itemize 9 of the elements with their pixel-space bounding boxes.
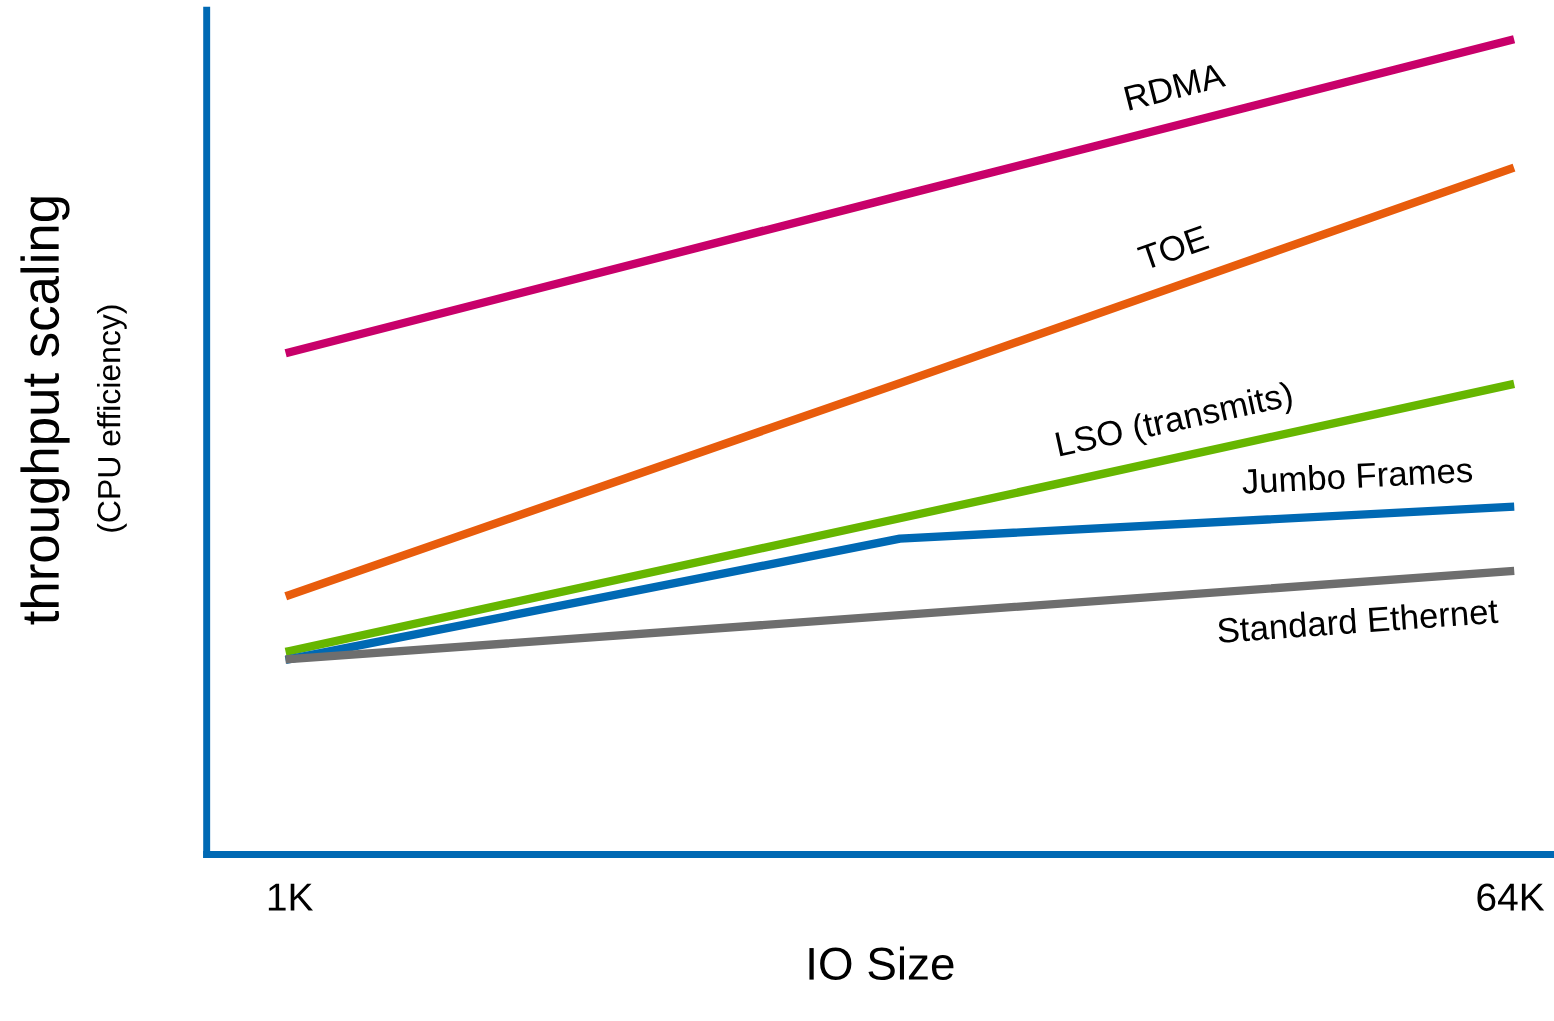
x-tick-label: 1K [268, 883, 314, 911]
x-axis-title: IO Size [809, 946, 954, 981]
series-label: Standard Ethernet [1217, 597, 1499, 644]
text: TOE [1136, 225, 1210, 271]
text: (CPU efficiency) [97, 305, 127, 532]
series-label: Jumbo Frames [1241, 456, 1473, 495]
x-tick-label: 64K [1477, 883, 1545, 911]
text: RDMA [1124, 62, 1227, 111]
y-axis-title: throughput scaling [20, 197, 70, 625]
